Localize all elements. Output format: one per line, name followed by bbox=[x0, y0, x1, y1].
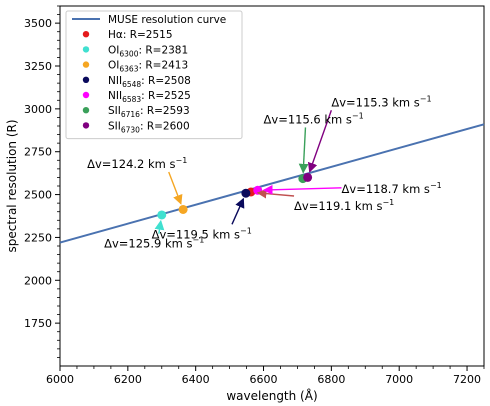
x-tick-label: 6800 bbox=[317, 373, 345, 386]
legend-label: NII6548: R=2508 bbox=[108, 75, 191, 89]
annotation-arrow bbox=[154, 219, 165, 234]
annotation-label: Δv=115.3 km s−1 bbox=[331, 94, 431, 109]
legend-marker bbox=[82, 61, 90, 68]
x-tick-label: 6200 bbox=[114, 373, 142, 386]
legend-label-curve: MUSE resolution curve bbox=[108, 14, 226, 26]
annotation-arrow bbox=[298, 127, 309, 174]
annotation-label: Δv=119.1 km s−1 bbox=[294, 198, 394, 213]
x-tick-label: 6400 bbox=[182, 373, 210, 386]
legend-box bbox=[65, 10, 243, 140]
data-point-nii6548 bbox=[241, 188, 251, 198]
annotation-arrow bbox=[168, 171, 183, 205]
legend-marker bbox=[82, 31, 90, 38]
legend-label: OI6300: R=2381 bbox=[108, 44, 188, 58]
y-tick-label: 3250 bbox=[24, 60, 52, 73]
y-axis: 1750 2000 2250 2500 2750 3000 3250 3500 bbox=[24, 5, 60, 358]
legend-label: OI6363: R=2413 bbox=[108, 60, 188, 74]
annotation-text: Δv=119.1 km s bbox=[294, 199, 382, 213]
data-point-oi6363 bbox=[178, 204, 188, 214]
muse-resolution-curve bbox=[59, 123, 485, 244]
legend-marker bbox=[82, 122, 90, 129]
annotation-sup: −1 bbox=[430, 181, 442, 190]
y-axis-label: spectral resolution (R) bbox=[5, 119, 19, 252]
legend-label: Hα: R=2515 bbox=[108, 29, 173, 41]
annotation-text: Δv=115.3 km s bbox=[331, 95, 419, 109]
y-tick-label: 1750 bbox=[24, 317, 52, 330]
x-tick-label: 6000 bbox=[46, 373, 74, 386]
annotation-arrow bbox=[231, 197, 245, 225]
legend-marker bbox=[82, 107, 90, 114]
annotation-arrow bbox=[262, 184, 342, 195]
annotation-label: Δv=119.5 km s−1 bbox=[152, 226, 252, 241]
legend-label: SII6730: R=2600 bbox=[108, 120, 190, 134]
annotation-text: Δv=124.2 km s bbox=[87, 157, 175, 171]
x-axis: 6000 6200 6400 6600 6800 7000 7200 bbox=[46, 366, 485, 386]
y-tick-label: 2000 bbox=[24, 274, 52, 287]
legend-marker bbox=[82, 46, 90, 53]
y-tick-label: 2250 bbox=[24, 231, 52, 244]
y-tick-label: 3500 bbox=[24, 17, 52, 30]
y-tick-label: 3000 bbox=[24, 103, 52, 116]
annotation-sup: −1 bbox=[382, 198, 394, 207]
y-tick-label: 2500 bbox=[24, 189, 52, 202]
legend-label: NII6583: R=2525 bbox=[108, 90, 191, 104]
curve-layer bbox=[59, 123, 485, 244]
x-tick-label: 7200 bbox=[453, 373, 481, 386]
annotation-label: Δv=118.7 km s−1 bbox=[342, 181, 442, 196]
annotation-sup: −1 bbox=[193, 236, 205, 245]
y-tick-label: 2750 bbox=[24, 146, 52, 159]
x-axis-label: wavelength (Å) bbox=[226, 388, 317, 403]
annotation-label: Δv=125.9 km s−1 bbox=[104, 236, 204, 251]
annotation-sup: −1 bbox=[420, 94, 432, 103]
legend-marker bbox=[82, 91, 90, 99]
annotation-text: Δv=118.7 km s bbox=[342, 182, 430, 196]
data-point-sii6730 bbox=[303, 172, 313, 182]
legend: MUSE resolution curve Hα: R=2515 OI6300: R… bbox=[65, 10, 243, 140]
annotation-sup: −1 bbox=[352, 111, 364, 120]
annotation-arrow bbox=[256, 188, 295, 199]
annotation-text: Δv=125.9 km s bbox=[104, 237, 192, 251]
annotation-arrows bbox=[154, 110, 342, 234]
legend-marker bbox=[82, 76, 90, 84]
annotation-label: Δv=124.2 km s−1 bbox=[87, 156, 187, 171]
annotation-sup: −1 bbox=[240, 226, 252, 235]
points-layer bbox=[157, 172, 313, 220]
data-point-oi6300 bbox=[157, 210, 167, 220]
annotation-text: Δv=119.5 km s bbox=[152, 227, 240, 241]
legend-label: SII6716: R=2593 bbox=[108, 105, 190, 119]
annotation-labels: Δv=125.9 km s−1Δv=124.2 km s−1Δv=119.5 k… bbox=[87, 94, 442, 250]
annotation-text: Δv=115.6 km s bbox=[264, 112, 352, 126]
annotation-label: Δv=115.6 km s−1 bbox=[264, 111, 364, 126]
annotation-arrow bbox=[307, 110, 333, 173]
annotation-sup: −1 bbox=[176, 156, 188, 165]
x-tick-label: 6600 bbox=[250, 373, 278, 386]
x-tick-label: 7000 bbox=[385, 373, 413, 386]
